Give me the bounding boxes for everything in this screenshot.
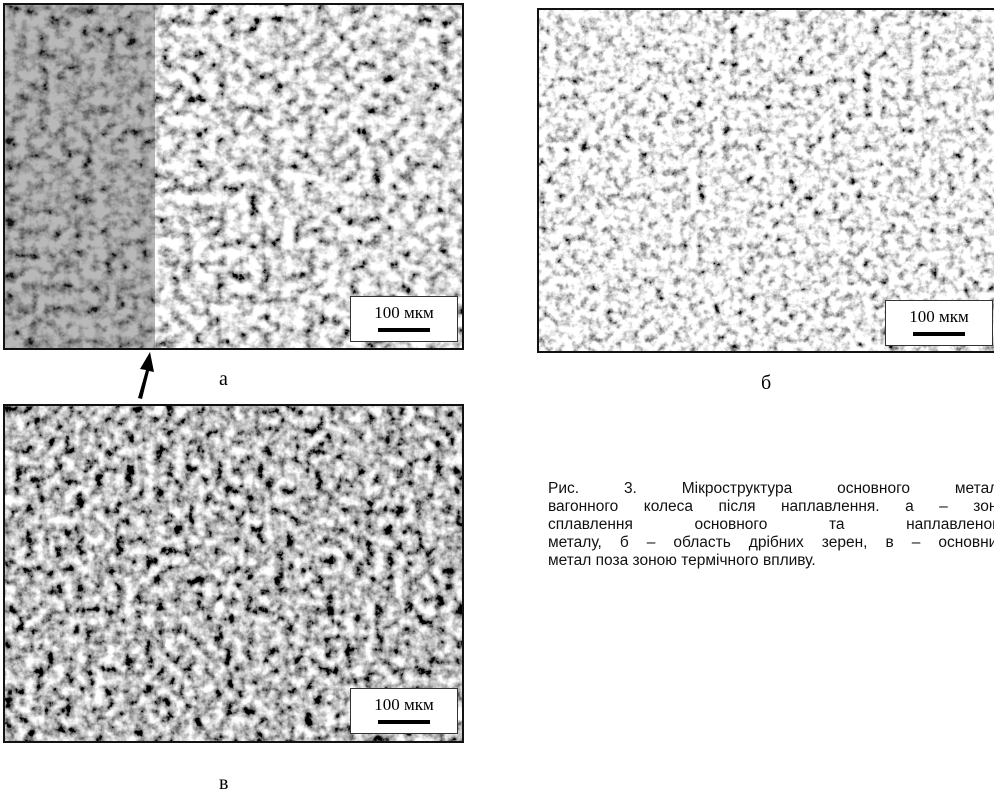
arrow bbox=[130, 350, 160, 400]
caption-line: Рис. 3. Мікроструктура основного металу bbox=[548, 480, 994, 498]
scale-text: 100 мкм bbox=[886, 307, 992, 327]
page: 100 мкм а 100 мкм б 100 мкм в Рис. 3. Мі… bbox=[0, 0, 994, 797]
panel-label: в bbox=[219, 772, 228, 795]
scale-text: 100 мкм bbox=[351, 303, 457, 323]
micrograph: 100 мкм bbox=[3, 3, 464, 350]
caption-line: металу, б – область дрібних зерен, в – о… bbox=[548, 534, 994, 552]
micrograph: 100 мкм bbox=[3, 404, 464, 743]
caption-line: вагонного колеса після наплавлення. а – … bbox=[548, 498, 994, 516]
panel-label: а bbox=[219, 368, 228, 391]
caption-line: метал поза зоною термічного впливу. bbox=[548, 552, 994, 570]
scale-text: 100 мкм bbox=[351, 695, 457, 715]
scale-bar: 100 мкм bbox=[885, 300, 993, 346]
scale-bar: 100 мкм bbox=[350, 296, 458, 342]
panel-label: б bbox=[761, 372, 771, 395]
micrograph: 100 мкм bbox=[537, 8, 994, 353]
scale-bar: 100 мкм bbox=[350, 688, 458, 734]
caption-line: сплавлення основного та наплавленого bbox=[548, 516, 994, 534]
